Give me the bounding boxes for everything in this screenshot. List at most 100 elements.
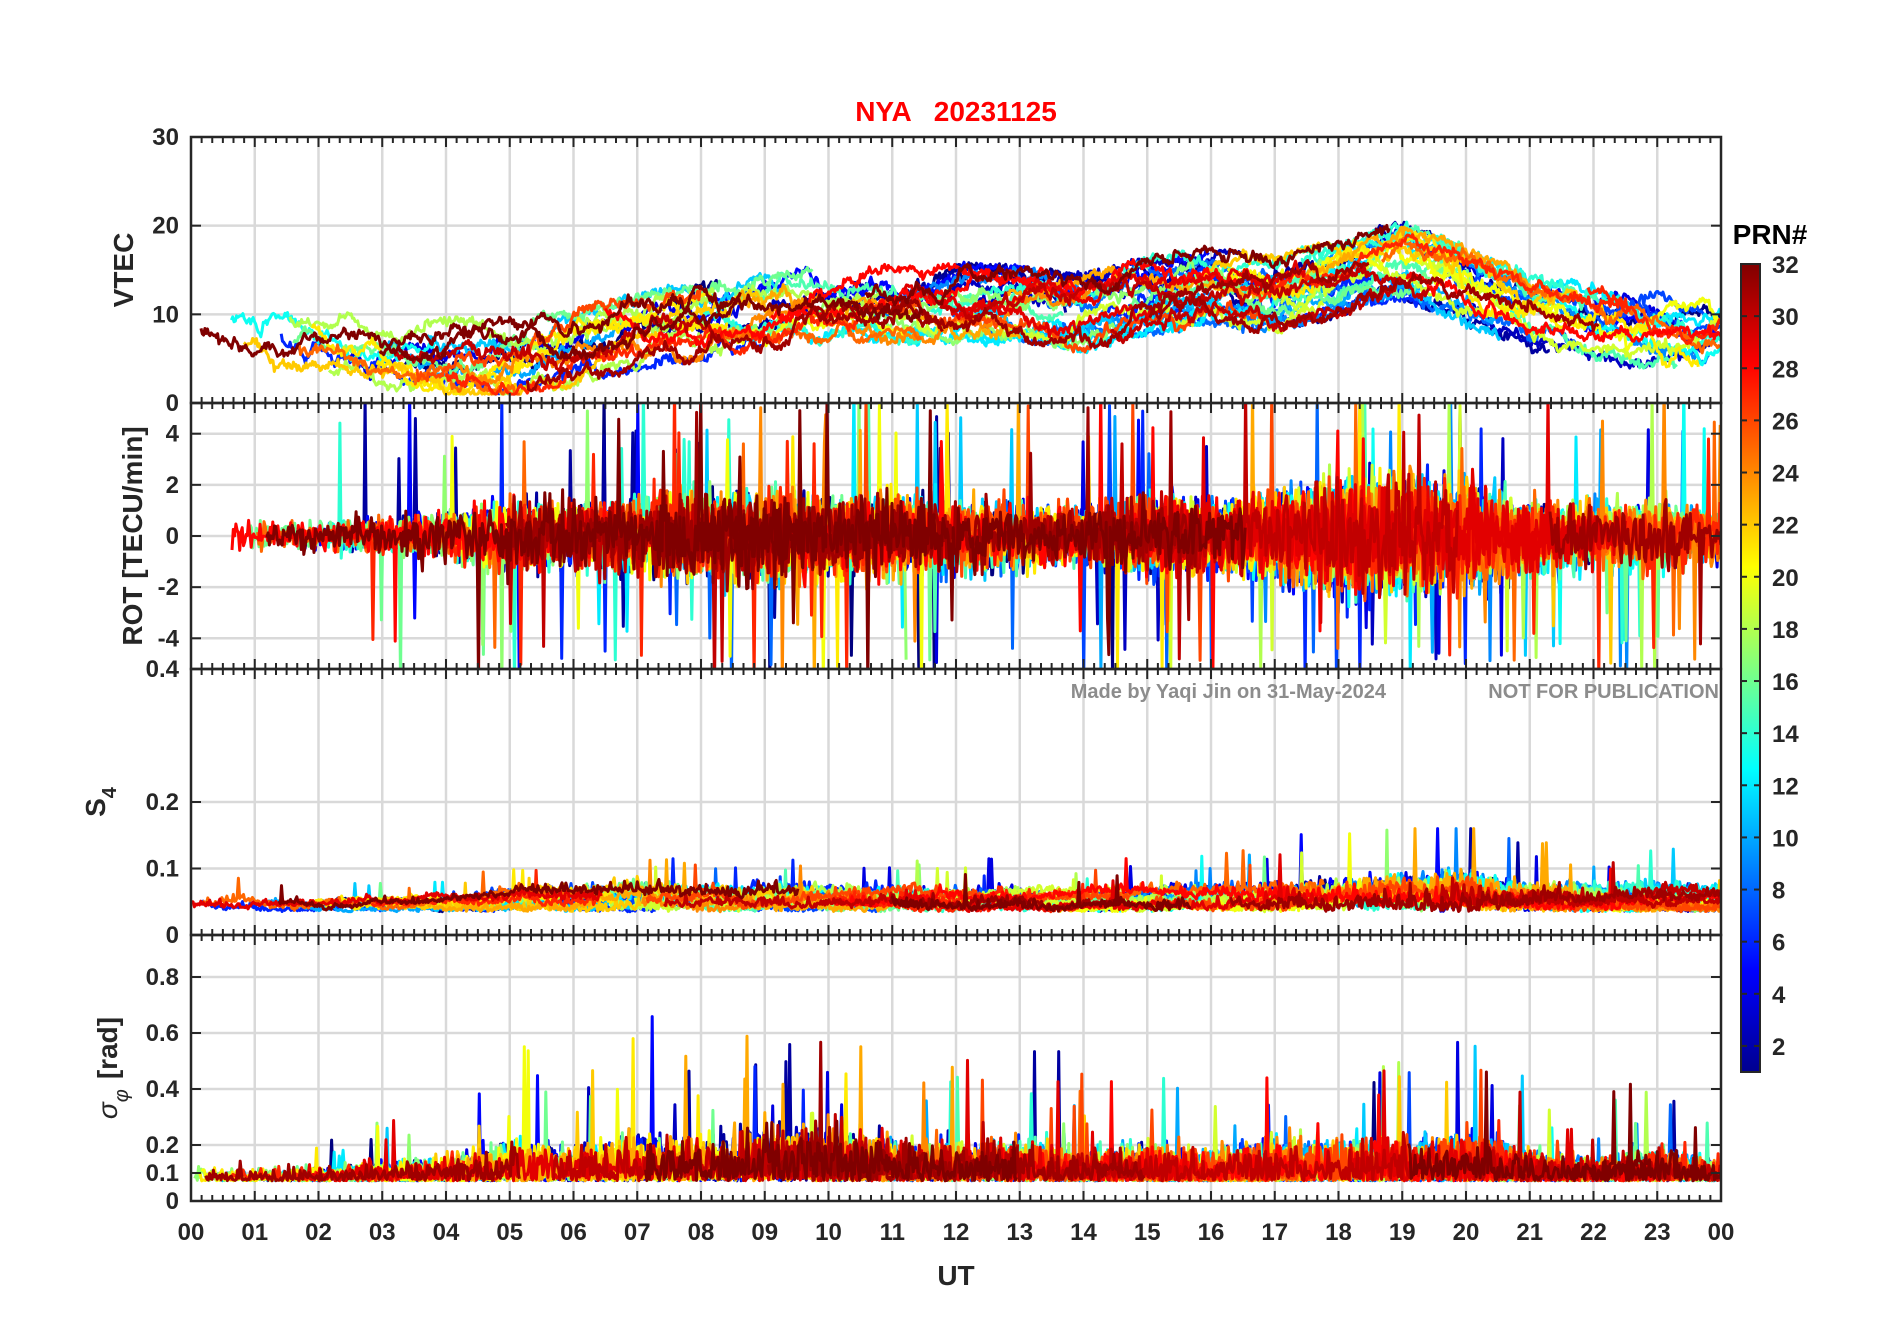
vtec-series-line-prn-13	[1499, 298, 1721, 367]
x-tick-label: 18	[1325, 1219, 1352, 1246]
x-tick-label: 16	[1198, 1219, 1225, 1246]
colorbar-tick-label: 8	[1772, 878, 1785, 905]
vtec-series-line-prn-25	[712, 319, 922, 345]
s4-series-line-prn-28	[833, 857, 1364, 908]
sigma-label-sub: φ	[111, 1089, 133, 1102]
colorbar-tick-label: 22	[1772, 513, 1799, 540]
s4-label-main: S	[80, 798, 111, 817]
colorbar-tick-label: 32	[1772, 252, 1799, 279]
rot-series-line-prn-29	[1164, 403, 1602, 586]
title-date: 20231125	[934, 96, 1057, 127]
x-tick-label: 02	[305, 1219, 332, 1246]
s4-y-tick-label: 0	[166, 922, 179, 949]
sigma-y-tick-label: 0.6	[146, 1020, 179, 1047]
rot-y-tick-label: 0	[166, 523, 179, 550]
sigma-y-tick-labels: 00.10.2 0.4 0.6 0.8	[146, 964, 180, 1215]
colorbar-tick-label: 2	[1772, 1034, 1785, 1061]
rot-y-tick-label: 2	[166, 472, 179, 499]
sigma-series-line-prn-32	[644, 1119, 1018, 1183]
vtec-series-line-prn-9	[1300, 232, 1710, 365]
x-tick-label: 07	[624, 1219, 651, 1246]
x-tick-label: 22	[1580, 1219, 1607, 1246]
rot-series	[230, 403, 1721, 669]
vtec-series-line-prn-32	[378, 293, 924, 361]
sigma-y-tick-label: 0	[166, 1188, 179, 1215]
x-tick-label: 05	[496, 1219, 523, 1246]
sigma-y-tick-label: 0.1	[146, 1160, 179, 1187]
colorbar-tick-label: 28	[1772, 356, 1799, 383]
sigma-series-line-prn-31	[204, 1140, 521, 1183]
s4-panel: 0 0.1 0.2 0.4 S4	[80, 656, 1723, 949]
rot-y-tick-label: 4	[166, 421, 180, 448]
vtec-series-line-prn-30	[393, 312, 721, 373]
watermark-notice: NOT FOR PUBLICATION	[1488, 681, 1719, 703]
vtec-y-tick-label: 0	[166, 390, 179, 417]
s4-y-axis-label: S4	[80, 786, 121, 817]
vtec-series-line-prn-32	[199, 284, 742, 364]
vtec-series-line-prn-10	[377, 318, 636, 385]
s4-series-line-prn-27	[370, 868, 597, 908]
x-tick-label: 13	[1006, 1219, 1033, 1246]
x-tick-label: 15	[1134, 1219, 1161, 1246]
vtec-panel: 0 10 20 30 VTEC	[108, 124, 1723, 417]
chart-title: NYA 20231125	[855, 96, 1057, 127]
sigma-y-tick-label: 0.2	[146, 1132, 179, 1159]
x-tick-label: 11	[880, 1219, 905, 1246]
s4-series-line-prn-32	[890, 873, 1192, 913]
sigma-label-unit: [rad]	[92, 1017, 123, 1079]
colorbar-tick-label: 18	[1772, 617, 1799, 644]
vtec-series-line-prn-18	[288, 293, 666, 354]
vtec-series-line-prn-32	[864, 223, 1391, 307]
vtec-series-line-prn-21	[1226, 230, 1700, 369]
s4-label-sub: 4	[99, 786, 121, 798]
vtec-series-line-prn-25	[296, 342, 520, 396]
vtec-y-tick-labels: 0 10 20 30	[152, 124, 179, 417]
x-tick-label: 04	[433, 1219, 460, 1246]
colorbar-tick-label: 6	[1772, 930, 1785, 957]
sigma-series-line-prn-32	[1590, 1082, 1721, 1183]
rot-y-tick-label: -4	[158, 625, 180, 652]
sigma-panel: 00.10.2 0.4 0.6 0.8 σφ [rad]	[92, 933, 1723, 1215]
vtec-series	[199, 220, 1721, 396]
vtec-series-line-prn-7	[1580, 293, 1721, 342]
vtec-y-tick-label: 10	[152, 301, 179, 328]
watermark-credit: Made by Yaqi Jin on 31-May-2024	[1071, 681, 1387, 703]
vtec-series-line-prn-24	[831, 285, 1093, 346]
sigma-series-line-prn-32	[1407, 1070, 1649, 1183]
vtec-y-axis-label: VTEC	[108, 233, 139, 308]
rot-y-tick-labels: -4 -2 0 2 4	[158, 421, 180, 653]
x-tick-label: 10	[815, 1219, 842, 1246]
s4-series-line-prn-31	[1228, 880, 1721, 913]
x-tick-label: 08	[688, 1219, 715, 1246]
x-tick-label: 12	[943, 1219, 970, 1246]
vtec-series-line-prn-31	[1148, 271, 1600, 335]
vtec-series-line-prn-13	[230, 311, 436, 365]
x-tick-label: 09	[751, 1219, 778, 1246]
s4-y-tick-label: 0.4	[146, 656, 180, 683]
colorbar-tick-label: 24	[1772, 461, 1799, 488]
s4-series-line-prn-30	[663, 891, 888, 910]
s4-series	[191, 827, 1721, 914]
colorbar-tick-label: 12	[1772, 773, 1799, 800]
x-axis: 00 01 02 03 04 05 06 07 08 09 10 11 12 13 14 15 16 17 18 19…	[178, 1219, 1735, 1246]
colorbar-tick-label: 10	[1772, 825, 1799, 852]
x-tick-label: 14	[1070, 1219, 1097, 1246]
x-tick-label: 01	[241, 1219, 268, 1246]
sigma-series-line-prn-30	[1047, 1130, 1413, 1183]
colorbar-tick-label: 14	[1772, 721, 1799, 748]
colorbar-gradient	[1740, 263, 1761, 1073]
rot-series-line-prn-31	[1548, 498, 1721, 646]
rot-ticks	[190, 403, 1722, 669]
x-tick-label: 17	[1261, 1219, 1288, 1246]
vtec-series-line-prn-30	[1110, 277, 1400, 345]
colorbar-tick-label: 20	[1772, 565, 1799, 592]
x-tick-label: 00	[178, 1219, 205, 1246]
colorbar-tick-label: 16	[1772, 669, 1799, 696]
vtec-y-tick-label: 20	[152, 213, 179, 240]
title-station: NYA	[855, 96, 912, 127]
s4-y-tick-label: 0.2	[146, 789, 179, 816]
x-axis-label: UT	[937, 1260, 974, 1291]
x-tick-label: 19	[1389, 1219, 1416, 1246]
